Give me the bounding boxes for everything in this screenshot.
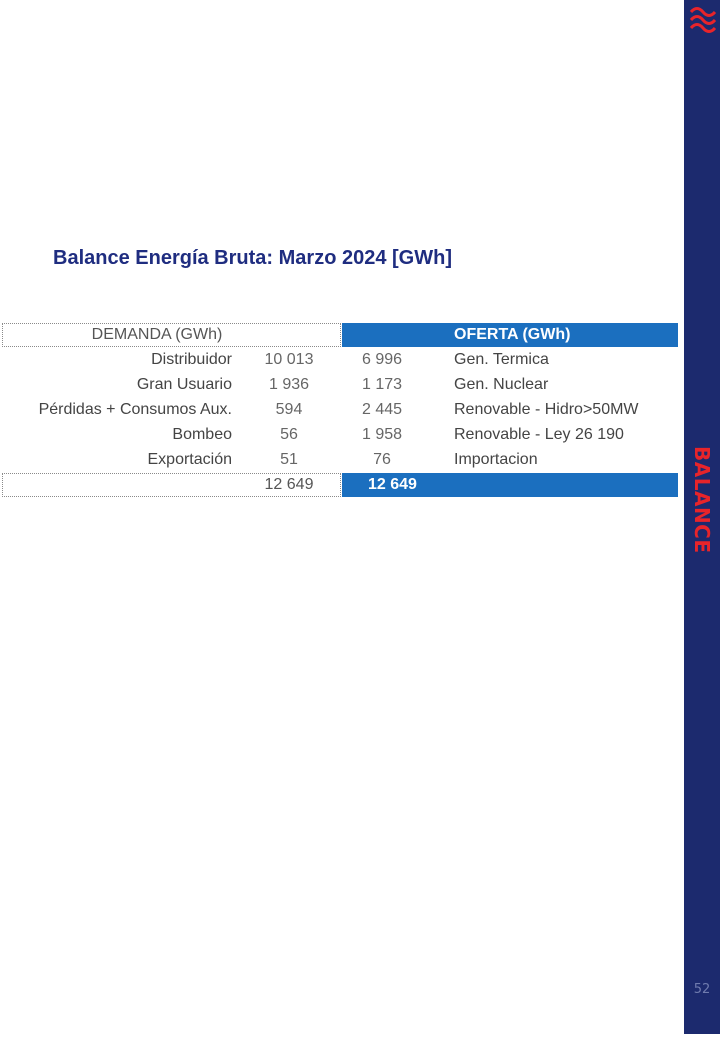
supply-value: 1 958 — [361, 426, 403, 443]
page-title: Balance Energía Bruta: Marzo 2024 [GWh] — [53, 247, 452, 269]
demand-label: Bombeo — [172, 426, 232, 443]
supply-label: Renovable - Hidro>50MW — [454, 401, 639, 418]
waves-logo-icon — [689, 7, 717, 33]
supply-value: 6 996 — [361, 351, 403, 368]
supply-label: Gen. Nuclear — [454, 376, 549, 393]
supply-label: Renovable - Ley 26 190 — [454, 426, 624, 443]
sidebar: BALANCE 52 — [684, 0, 720, 1034]
demand-value: 594 — [275, 401, 303, 418]
supply-total-cell — [342, 473, 678, 497]
demand-label: Exportación — [147, 451, 233, 468]
supply-label: Gen. Termica — [454, 351, 549, 368]
demand-label: Gran Usuario — [136, 376, 232, 393]
demand-total-cell — [2, 473, 341, 497]
demand-value: 56 — [280, 426, 298, 443]
supply-value: 1 173 — [361, 376, 403, 393]
demand-header-cell — [2, 323, 341, 347]
supply-header-cell — [342, 323, 678, 347]
demand-label: Distribuidor — [151, 351, 232, 368]
supply-value: 76 — [373, 451, 391, 468]
balance-table: DEMANDA (GWh) OFERTA (GWh) Distribuidor … — [2, 323, 678, 498]
demand-value: 1 936 — [268, 376, 310, 393]
page-number: 52 — [693, 982, 711, 997]
supply-value: 2 445 — [361, 401, 403, 418]
demand-label: Pérdidas + Consumos Aux. — [38, 401, 232, 418]
section-title: BALANCE — [690, 446, 714, 554]
demand-header: DEMANDA (GWh) — [91, 326, 223, 343]
demand-value: 51 — [280, 451, 298, 468]
supply-label: Importacion — [454, 451, 538, 468]
demand-value: 10 013 — [264, 351, 314, 368]
demand-total: 12 649 — [264, 476, 314, 493]
supply-total: 12 649 — [368, 476, 417, 493]
supply-header: OFERTA (GWh) — [454, 326, 571, 343]
